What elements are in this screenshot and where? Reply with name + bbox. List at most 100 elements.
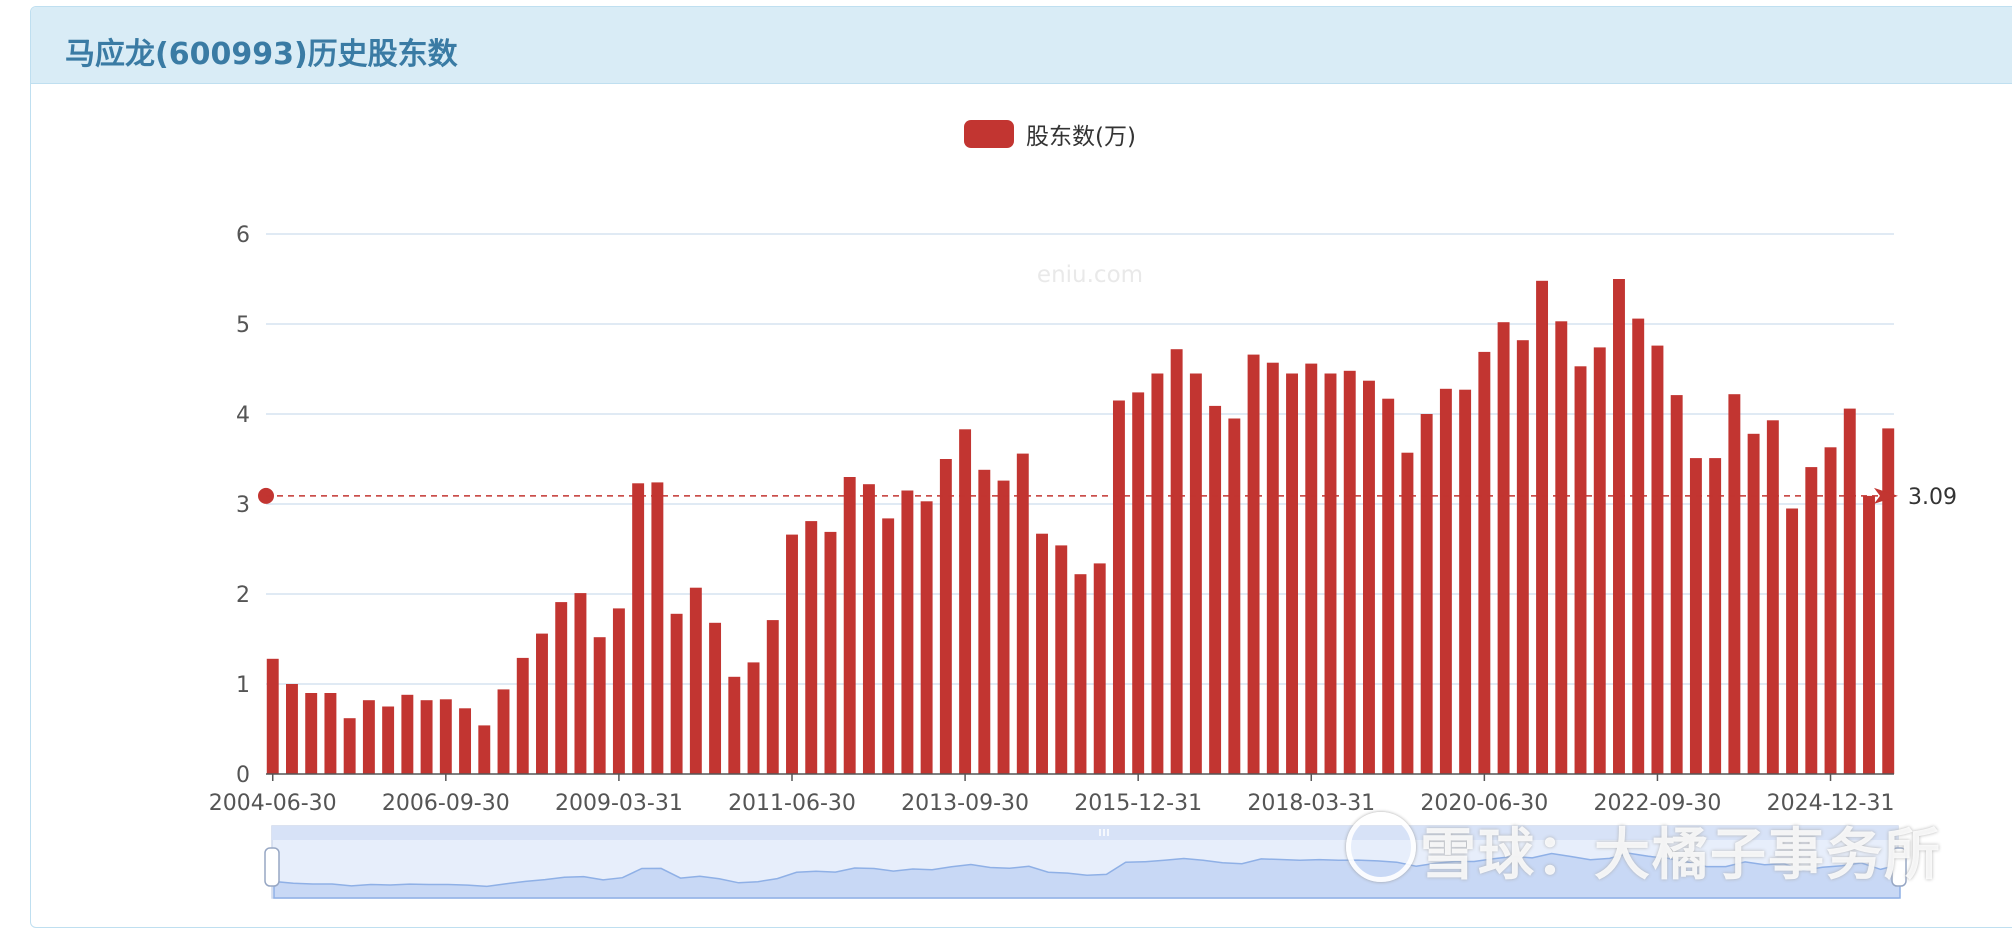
x-tick-label: 2011-06-30 <box>728 791 856 816</box>
x-tick-label: 2015-12-31 <box>1074 791 1202 816</box>
bar <box>343 718 356 774</box>
bar <box>862 484 875 774</box>
x-tick-label: 2009-03-31 <box>555 791 683 816</box>
mark-line-label: 3.09 <box>1908 485 1957 510</box>
y-tick-label: 1 <box>236 673 250 698</box>
bar <box>382 706 395 774</box>
data-zoom-preview-area <box>273 852 1901 899</box>
bar <box>1132 392 1145 774</box>
bar <box>1709 458 1722 774</box>
bar <box>1478 351 1491 774</box>
bar <box>1766 420 1779 774</box>
bar <box>939 459 952 774</box>
bar <box>1786 508 1799 774</box>
bar <box>1536 280 1549 774</box>
bar <box>1613 279 1625 774</box>
bar <box>1343 370 1356 774</box>
bar <box>478 725 491 774</box>
bar <box>1593 347 1606 774</box>
bar <box>997 480 1010 774</box>
bar <box>1747 433 1760 774</box>
bar <box>1266 362 1279 774</box>
bar <box>1420 414 1433 774</box>
bar <box>612 608 625 774</box>
y-tick-label: 0 <box>236 763 250 788</box>
bar <box>536 633 548 774</box>
bar <box>420 700 433 774</box>
chart-legend[interactable]: 股东数(万) <box>964 116 1136 152</box>
bar <box>1843 408 1856 774</box>
page-title: 马应龙(600993)历史股东数 <box>65 37 458 72</box>
bar <box>1574 366 1587 774</box>
bar <box>324 693 337 774</box>
bar <box>1382 398 1395 774</box>
bar <box>1824 447 1837 774</box>
x-tick-label: 2024-12-31 <box>1767 791 1895 816</box>
bar <box>1036 533 1048 774</box>
x-tick-label: 2013-09-30 <box>901 791 1029 816</box>
bar <box>651 482 664 774</box>
x-tick-label: 2006-09-30 <box>382 791 510 816</box>
bar <box>728 676 741 774</box>
bar <box>1401 452 1414 774</box>
bar <box>286 684 298 774</box>
bar <box>1497 322 1510 774</box>
bar <box>709 622 722 774</box>
xueqiu-logo-icon <box>1346 812 1416 882</box>
bar <box>1689 458 1702 774</box>
bar <box>632 483 645 774</box>
bar <box>266 658 279 774</box>
bar <box>1055 545 1068 774</box>
bar <box>1363 380 1375 774</box>
y-tick-label: 3 <box>236 493 250 518</box>
bar <box>1805 467 1818 774</box>
bar <box>1324 373 1337 774</box>
bar <box>1728 394 1741 774</box>
data-zoom-slider[interactable] <box>264 825 1907 899</box>
bar <box>805 521 818 774</box>
inner-watermark: eniu.com <box>1037 262 1143 288</box>
y-tick-label: 4 <box>236 403 250 428</box>
bar <box>1170 349 1183 774</box>
bar <box>1209 405 1222 774</box>
bar <box>1189 373 1202 774</box>
bar <box>901 490 914 774</box>
bar <box>362 700 375 774</box>
bar <box>1093 563 1106 774</box>
bar <box>1459 389 1472 774</box>
bar <box>1670 395 1683 774</box>
bar <box>516 657 529 774</box>
bar <box>401 694 414 774</box>
bar <box>843 477 856 774</box>
bar <box>978 469 991 774</box>
bar <box>1882 428 1895 774</box>
bar <box>824 531 837 774</box>
x-tick-label: 2020-06-30 <box>1420 791 1548 816</box>
legend-swatch <box>964 120 1014 148</box>
bar <box>959 429 972 774</box>
bar <box>920 501 933 774</box>
bar <box>882 518 895 774</box>
bar <box>747 662 760 774</box>
panel-header <box>31 7 2012 84</box>
bar <box>1555 321 1568 774</box>
bar <box>786 534 798 774</box>
bar <box>689 587 702 774</box>
bar <box>1247 354 1260 774</box>
bar <box>574 593 587 774</box>
x-tick-label: 2022-09-30 <box>1594 791 1722 816</box>
bar <box>1632 318 1645 774</box>
bar <box>1305 363 1318 774</box>
x-tick-label: 2004-06-30 <box>209 791 337 816</box>
y-tick-label: 2 <box>236 583 250 608</box>
x-tick-label: 2018-03-31 <box>1247 791 1375 816</box>
y-tick-label: 5 <box>236 313 250 338</box>
bar <box>459 708 472 774</box>
y-tick-label: 6 <box>236 223 250 248</box>
data-zoom-top-bar <box>272 826 1898 840</box>
bar <box>1151 373 1164 774</box>
bar <box>1286 373 1298 774</box>
bar <box>305 693 318 774</box>
bar <box>1863 495 1875 774</box>
bar <box>766 620 779 774</box>
